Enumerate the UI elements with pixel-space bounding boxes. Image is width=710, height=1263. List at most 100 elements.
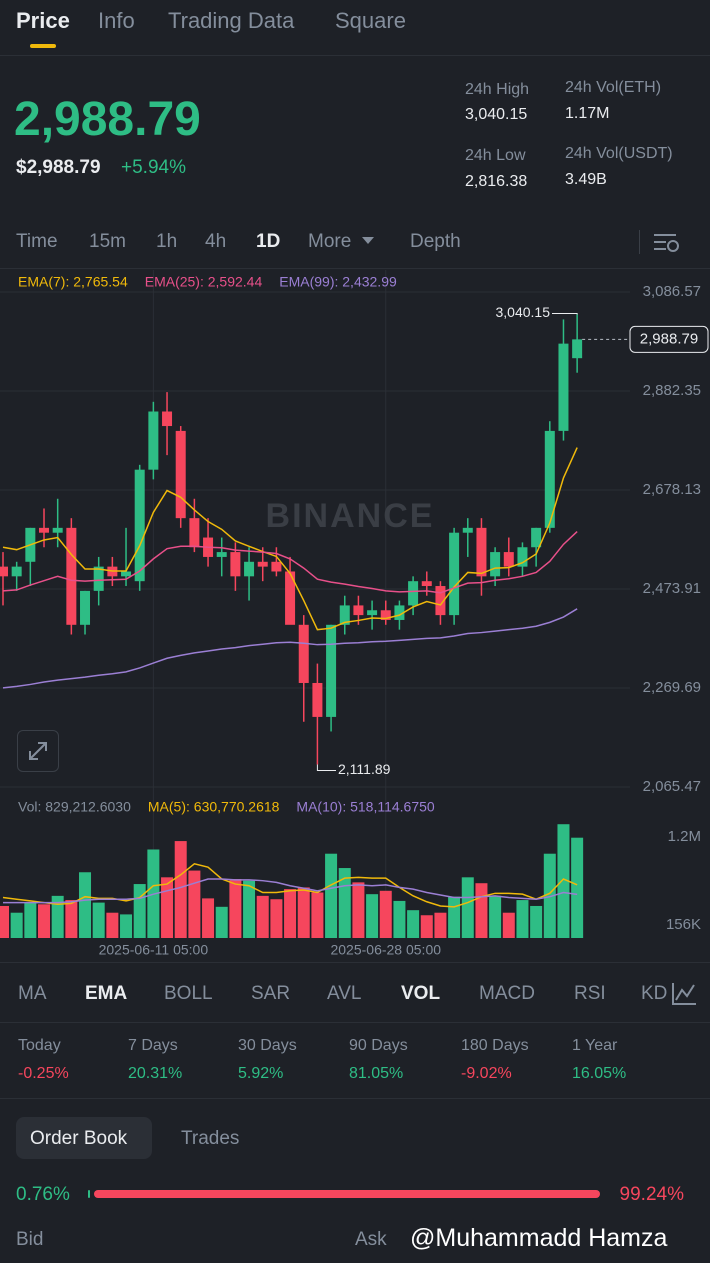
- volume-bar: [174, 841, 187, 938]
- candle-body: [490, 552, 501, 577]
- interval[interactable]: 1h: [156, 231, 178, 252]
- volume-bar: [311, 892, 324, 938]
- volume-bar: [243, 880, 256, 938]
- volume-bar: [461, 877, 474, 938]
- vol-tick-label: 1.2M: [668, 828, 701, 845]
- stat-value: 1.17M: [565, 105, 610, 122]
- candle-body: [216, 552, 227, 557]
- candle-body: [435, 586, 446, 616]
- candle-body: [517, 547, 528, 567]
- volume-bar: [229, 879, 242, 938]
- candle-body: [380, 610, 391, 620]
- volume-bar: [434, 912, 447, 938]
- volume-bar: [106, 912, 119, 938]
- candle-body: [230, 552, 241, 577]
- volume-bar: [325, 853, 338, 938]
- indicator-tab[interactable]: SAR: [251, 983, 291, 1004]
- indicator-tab[interactable]: MA: [18, 983, 47, 1004]
- chart-watermark: BINANCE: [266, 497, 435, 535]
- ema-line: [2, 530, 578, 594]
- tab[interactable]: Price: [16, 8, 70, 33]
- candle-body: [544, 430, 555, 528]
- volume-bar: [557, 824, 570, 938]
- volume-bar: [502, 912, 515, 938]
- candle-body: [189, 518, 200, 548]
- ema-line: [2, 447, 578, 631]
- period-label: 30 Days: [238, 1037, 297, 1054]
- interval[interactable]: Depth: [410, 231, 461, 252]
- y-tick-label: 2,678.13: [643, 481, 701, 498]
- candle-body: [39, 527, 50, 533]
- indicator-tab[interactable]: AVL: [327, 983, 362, 1004]
- tab[interactable]: Info: [98, 8, 135, 33]
- volume-bar: [270, 899, 283, 938]
- period-change: -0.25%: [18, 1065, 69, 1082]
- last-price-label: 2,988.79: [640, 330, 698, 347]
- volume-bar: [24, 902, 37, 938]
- settings-icon[interactable]: [652, 230, 682, 256]
- ema-line: [2, 608, 578, 689]
- ask-ratio: [93, 1190, 600, 1198]
- candle-body: [66, 527, 77, 625]
- candle-body: [462, 527, 473, 533]
- volume-bar: [0, 905, 9, 938]
- volume-bar: [284, 889, 297, 938]
- y-tick-label: 2,269.69: [643, 679, 701, 696]
- volume-bar: [420, 915, 433, 938]
- period-change: 5.92%: [238, 1065, 284, 1082]
- interval[interactable]: 4h: [205, 231, 227, 252]
- period-change: 16.05%: [572, 1065, 627, 1082]
- interval[interactable]: 1D: [256, 231, 281, 252]
- candle-body: [367, 610, 378, 616]
- volume-bar: [51, 895, 64, 938]
- indicator-tab[interactable]: MACD: [479, 983, 535, 1004]
- volume-bar: [489, 895, 502, 938]
- interval[interactable]: More: [308, 231, 352, 252]
- volume-bar: [120, 914, 133, 938]
- orderbook-tab[interactable]: Trades: [181, 1128, 240, 1149]
- volume-bar: [133, 884, 146, 938]
- indicator-tab[interactable]: RSI: [574, 983, 606, 1004]
- stat-label: 24h High: [465, 81, 530, 98]
- tab[interactable]: Trading Data: [168, 8, 295, 33]
- period-label: 1 Year: [572, 1037, 618, 1054]
- period-change: 20.31%: [128, 1065, 183, 1082]
- volume-bar: [256, 895, 269, 938]
- indicator-tab[interactable]: EMA: [85, 983, 128, 1004]
- ratio-bar: [88, 1190, 600, 1198]
- x-tick-label: 2025-06-11 05:00: [99, 942, 209, 958]
- orderbook-tab[interactable]: Order Book: [30, 1128, 128, 1149]
- candle-body: [326, 624, 337, 717]
- expand-button[interactable]: [17, 730, 59, 772]
- divider: [0, 1098, 710, 1099]
- divider: [0, 268, 710, 269]
- candle-body: [503, 552, 514, 567]
- period-change: 81.05%: [349, 1065, 404, 1082]
- interval[interactable]: 15m: [89, 231, 126, 252]
- candle-body: [339, 605, 350, 625]
- volume-bar: [393, 900, 406, 938]
- legend-entry: MA(10): 518,114.6750: [296, 799, 434, 815]
- legend-entry: MA(5): 630,770.2618: [148, 799, 280, 815]
- volume-bar: [92, 902, 105, 938]
- candle-body: [0, 566, 8, 577]
- tab[interactable]: Square: [335, 8, 406, 33]
- indicator-settings-icon[interactable]: [670, 980, 698, 1008]
- indicator-tab[interactable]: BOLL: [164, 983, 213, 1004]
- candle-body: [572, 339, 583, 359]
- volume-bar: [161, 877, 174, 938]
- price-change: +5.94%: [121, 157, 186, 178]
- candle-body: [244, 561, 255, 577]
- indicator-tab[interactable]: KD: [641, 983, 668, 1004]
- indicator-tab[interactable]: VOL: [401, 983, 441, 1004]
- volume-bar: [202, 898, 215, 938]
- volume-bar: [366, 894, 379, 938]
- candle-body: [148, 411, 159, 470]
- ask-ratio-label: 99.24%: [619, 1184, 684, 1205]
- stat-value: 3.49B: [565, 171, 607, 188]
- stat-value: 2,816.38: [465, 173, 528, 190]
- divider: [0, 55, 710, 56]
- tab-indicator: [30, 44, 56, 48]
- interval[interactable]: Time: [16, 231, 58, 252]
